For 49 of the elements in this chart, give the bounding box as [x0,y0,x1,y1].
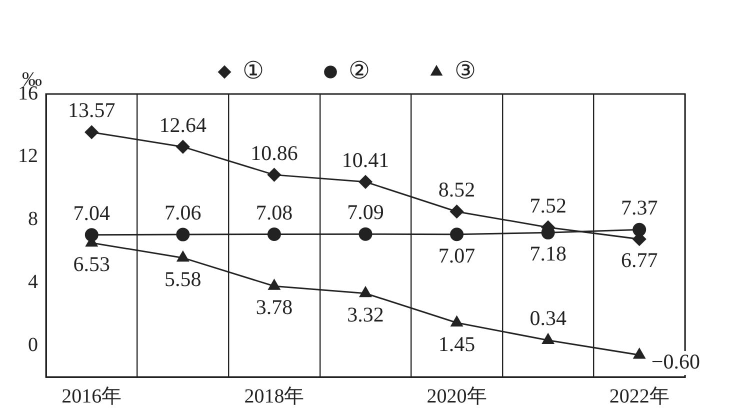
legend-label: ① [242,58,264,84]
point [176,140,190,154]
point [84,125,98,139]
data-label: 3.32 [347,302,384,326]
data-label: 7.37 [620,196,658,220]
data-label: 10.86 [250,140,298,165]
point [176,228,190,242]
data-label: 7.52 [530,193,566,218]
point [358,175,372,189]
data-label: 8.52 [438,178,476,202]
point [267,168,281,182]
data-label: 3.78 [256,295,293,320]
point [633,348,646,359]
data-label: 6.53 [73,252,110,276]
point [450,204,464,218]
y-tick-label: 12 [18,145,38,168]
y-tick-label: 0 [28,334,38,356]
legend-label: ③ [454,58,476,84]
legend-label: ② [348,58,370,84]
data-label: −0.60 [651,350,700,374]
point [542,333,554,344]
point [84,228,98,242]
point [450,228,464,242]
point [358,227,372,241]
point [267,227,281,241]
data-label: 7.04 [73,200,111,225]
x-tick-label: 2022年 [609,385,670,408]
data-label: 0.34 [530,306,567,330]
data-label: 7.09 [347,200,384,224]
y-tick-label: 4 [28,270,38,293]
data-label: 10.41 [342,148,390,172]
data-label: 13.57 [68,98,116,122]
data-label: 7.18 [530,242,566,266]
y-tick-label: 8 [28,208,38,230]
data-label: 7.08 [256,200,293,224]
data-label: 1.45 [438,332,476,356]
data-label: 12.64 [159,112,208,137]
x-tick-label: 2018年 [244,385,304,408]
data-label: 7.06 [164,200,202,225]
data-label: 7.07 [438,243,476,268]
point [632,222,646,236]
data-label: 6.77 [620,248,658,272]
point [176,251,189,262]
point [360,286,372,298]
point [268,279,280,290]
x-tick-label: 2020年 [426,385,487,408]
data-label: 5.58 [164,266,202,291]
x-tick-label: 2016年 [62,385,122,408]
point [450,316,463,327]
